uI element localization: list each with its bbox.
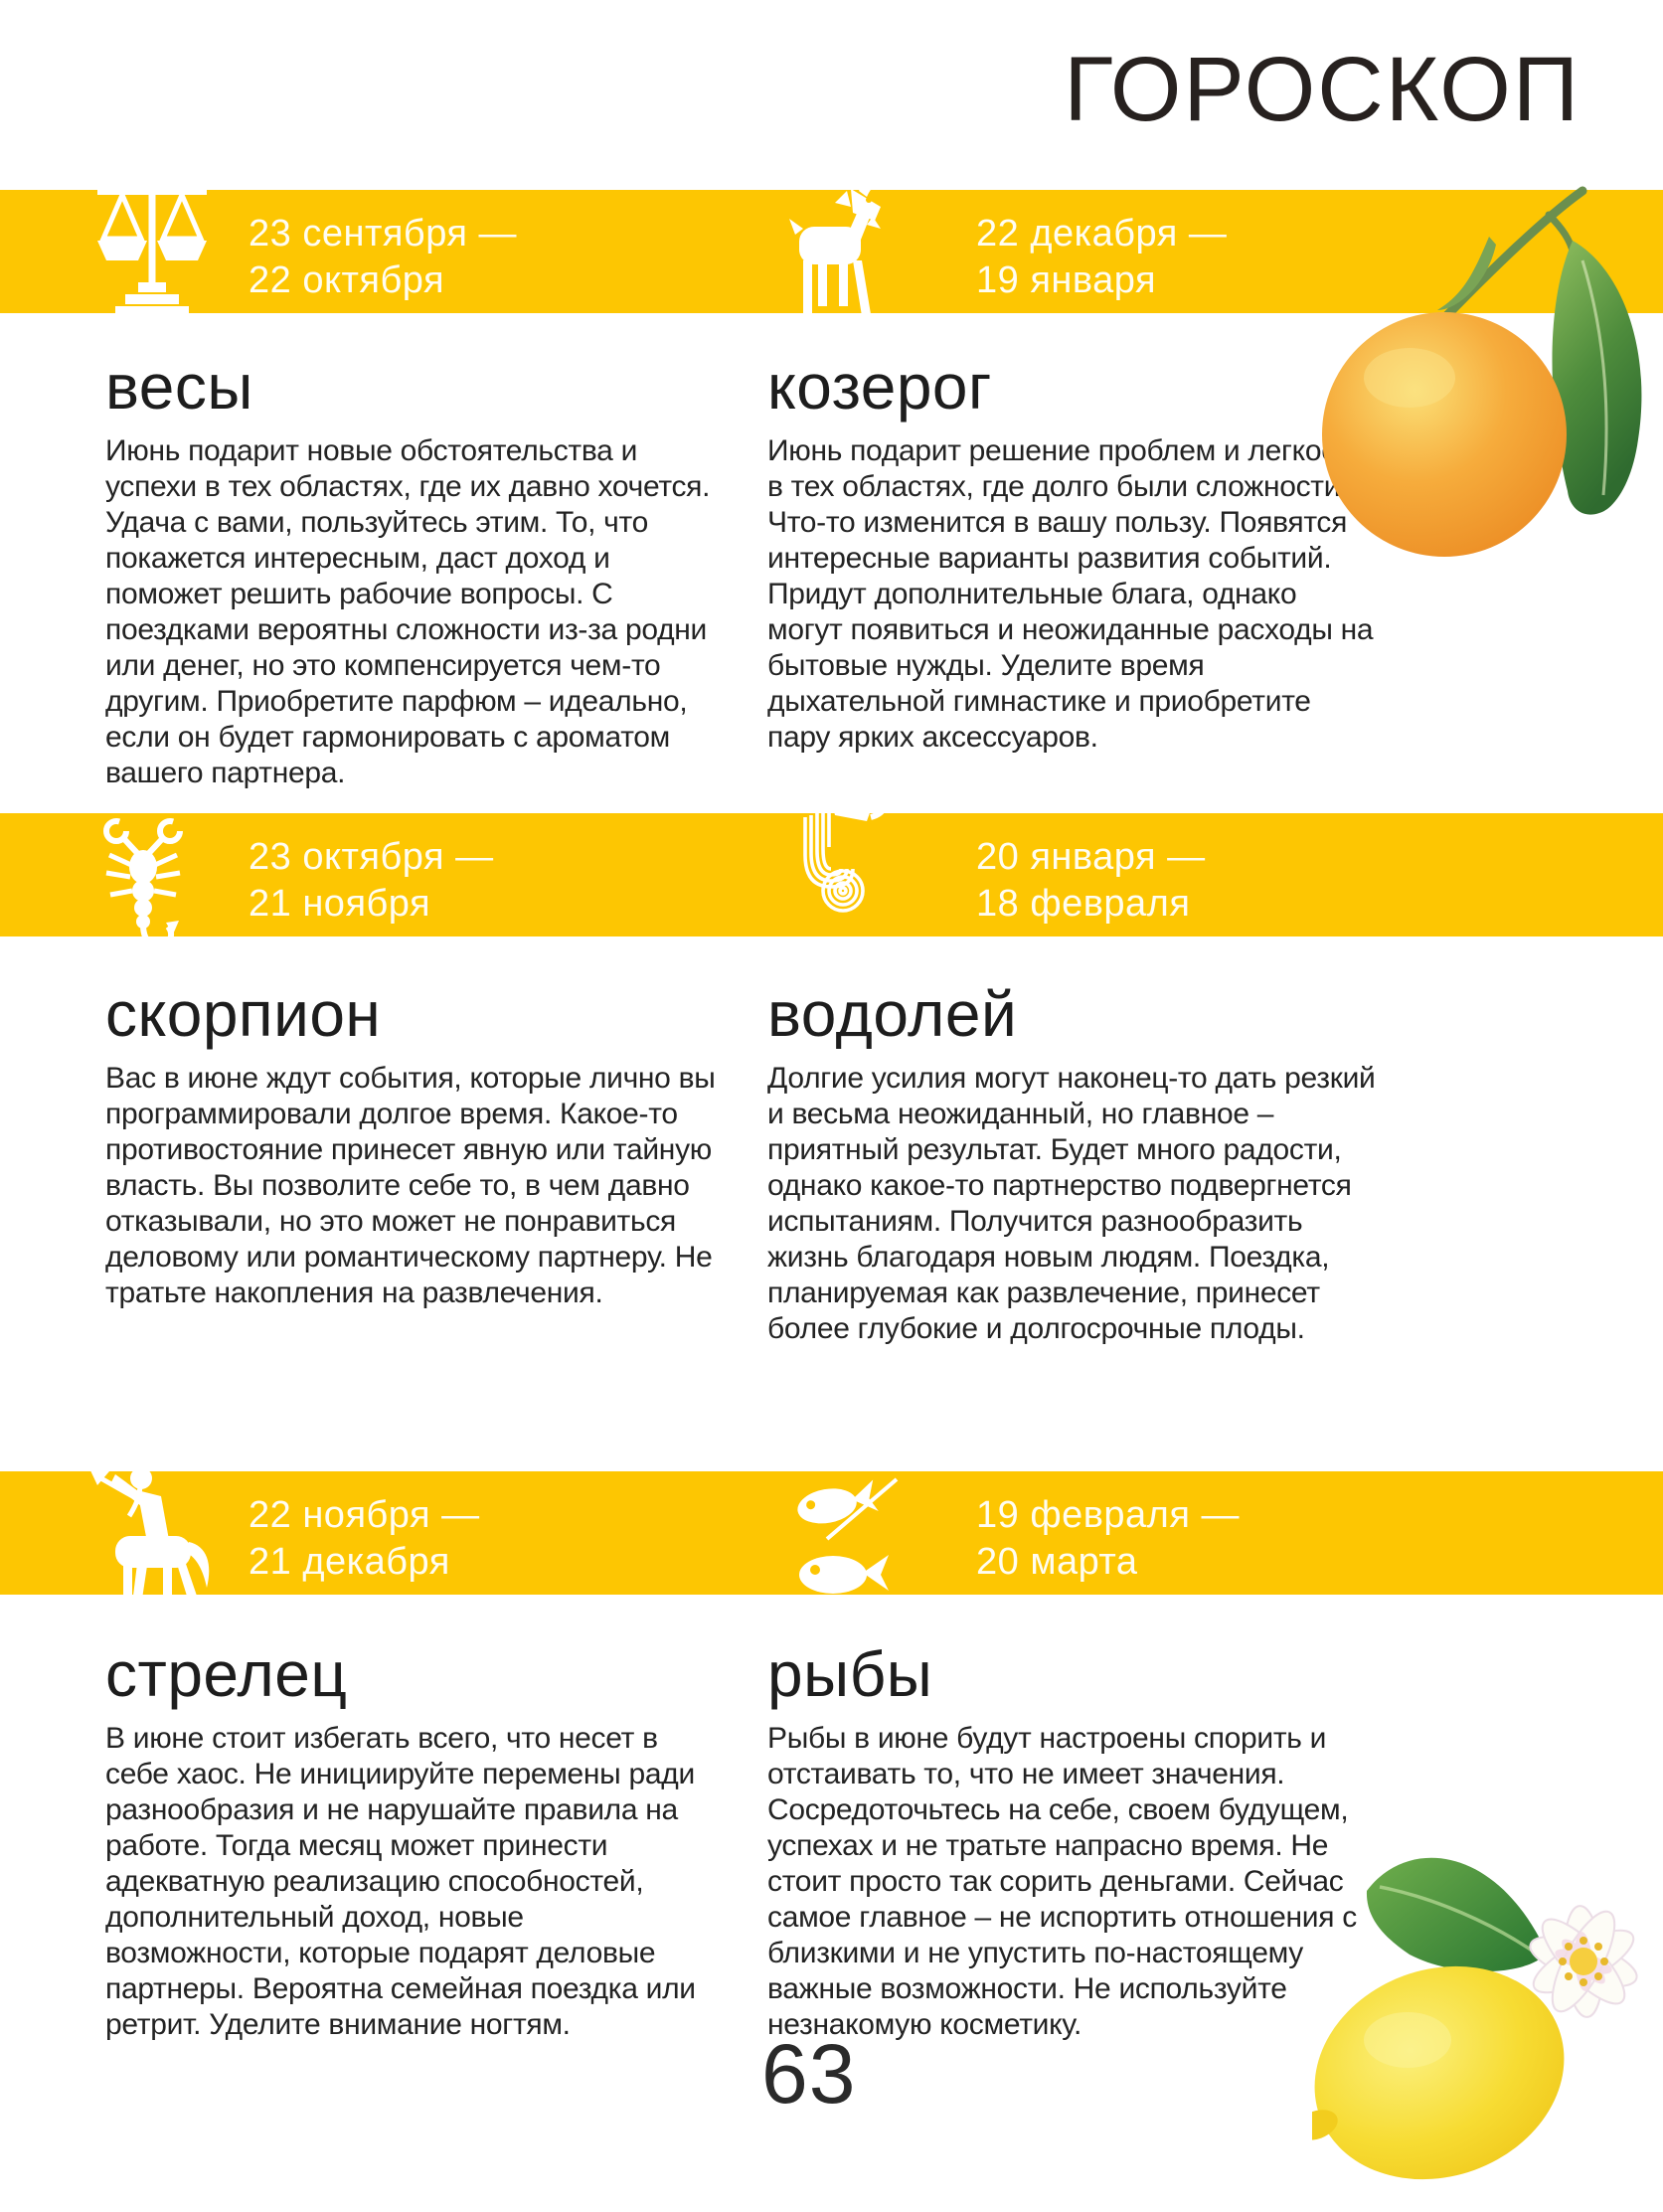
aquarius-body-text: Долгие усилия могут наконец-то дать резк… bbox=[767, 1062, 1376, 1345]
capricorn-article: козерог Июнь подарит решение проблем и л… bbox=[767, 354, 1378, 756]
lemon-blossom bbox=[1529, 1905, 1638, 2018]
libra-date-line2: 22 октября bbox=[249, 259, 445, 301]
scorpio-date-line1: 23 октября — bbox=[249, 836, 494, 878]
aquarius-article: водолей Долгие усилия могут наконец-то д… bbox=[767, 981, 1378, 1347]
lemon-fruit-illustration bbox=[1312, 1829, 1663, 2212]
zodiac-band-1: 23 сентября — 22 октября 22 декабря — 1 bbox=[0, 170, 1663, 318]
scorpio-dates: 23 октября — 21 ноября bbox=[249, 834, 494, 928]
scorpio-article: скорпион Вас в июне ждут события, которы… bbox=[105, 981, 716, 1311]
pisces-fish-icon bbox=[777, 1475, 907, 1611]
zodiac-band-2: 23 октября — 21 ноября bbox=[0, 785, 1663, 949]
page-title: ГОРОСКОП bbox=[1064, 39, 1580, 140]
pisces-body-text: Рыбы в июне будут настроены спорить и от… bbox=[767, 1722, 1357, 2041]
libra-date-line1: 23 сентября — bbox=[249, 213, 518, 255]
capricorn-date-line1: 22 декабря — bbox=[976, 213, 1228, 255]
sagittarius-date-line2: 21 декабря bbox=[249, 1541, 450, 1583]
sagittarius-date-line1: 22 ноября — bbox=[249, 1494, 480, 1536]
libra-body-text: Июнь подарит новые обстоятельства и успе… bbox=[105, 434, 711, 789]
sagittarius-archer-icon bbox=[87, 1446, 222, 1608]
capricorn-dates: 22 декабря — 19 января bbox=[976, 211, 1227, 304]
pisces-heading: рыбы bbox=[767, 1638, 933, 1710]
sagittarius-dates: 22 ноября — 21 декабря bbox=[249, 1492, 480, 1586]
capricorn-heading: козерог bbox=[767, 351, 992, 423]
scorpio-heading: скорпион bbox=[105, 978, 382, 1050]
sagittarius-heading: стрелец bbox=[105, 1638, 348, 1710]
aquarius-dates: 20 января — 18 февраля bbox=[976, 834, 1206, 928]
sagittarius-body-text: В июне стоит избегать всего, что несет в… bbox=[105, 1722, 696, 2041]
pisces-date-line2: 20 марта bbox=[976, 1541, 1138, 1583]
scorpio-scorpion-icon bbox=[91, 815, 196, 952]
orange-fruit-illustration bbox=[1322, 179, 1663, 567]
pisces-date-line1: 19 февраля — bbox=[976, 1494, 1240, 1536]
capricorn-body-text: Июнь подарит решение проблем и легкость … bbox=[767, 434, 1374, 754]
aquarius-date-line1: 20 января — bbox=[976, 836, 1206, 878]
page-number: 63 bbox=[761, 2027, 857, 2121]
pisces-dates: 19 февраля — 20 марта bbox=[976, 1492, 1240, 1586]
aquarius-jug-icon bbox=[777, 783, 892, 935]
scorpio-body-text: Вас в июне ждут события, которые лично в… bbox=[105, 1062, 716, 1309]
aquarius-date-line2: 18 февраля bbox=[976, 883, 1191, 925]
zodiac-band-3: 22 ноября — 21 декабря 19 февраля — 20 м… bbox=[0, 1447, 1663, 1606]
libra-heading: весы bbox=[105, 351, 253, 423]
libra-scales-icon bbox=[91, 177, 213, 318]
pisces-article: рыбы Рыбы в июне будут настроены спорить… bbox=[767, 1641, 1378, 2043]
libra-dates: 23 сентября — 22 октября bbox=[249, 211, 517, 304]
capricorn-date-line2: 19 января bbox=[976, 259, 1157, 301]
sagittarius-article: стрелец В июне стоит избегать всего, что… bbox=[105, 1641, 716, 2043]
libra-article: весы Июнь подарит новые обстоятельства и… bbox=[105, 354, 716, 791]
aquarius-heading: водолей bbox=[767, 978, 1018, 1050]
scorpio-date-line2: 21 ноября bbox=[249, 883, 431, 925]
capricorn-goat-icon bbox=[773, 165, 908, 316]
